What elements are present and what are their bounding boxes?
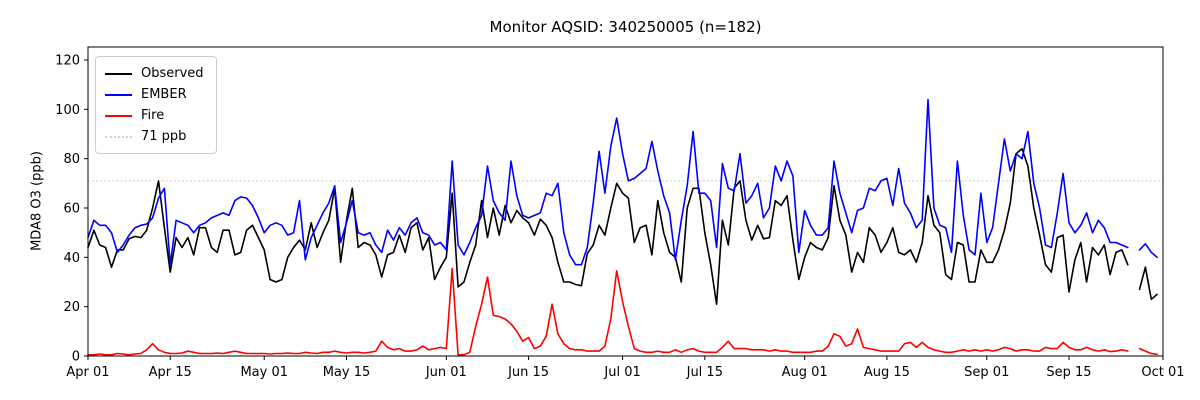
x-tick-label: Aug 01 [782,365,828,380]
y-axis-label: MDA8 O3 (ppb) [29,151,45,251]
ember-line [87,98,1158,266]
x-tick-label: Apr 01 [66,365,109,380]
x-tick-label: Sep 01 [964,365,1009,380]
legend-item-fire: Fire [105,105,204,126]
y-tick-label: 0 [72,350,80,365]
legend-label: Observed [141,66,204,81]
legend-item-ember: EMBER [105,84,204,105]
y-tick-label: 60 [63,202,80,217]
y-tick-label: 20 [63,300,80,315]
y-tick-label: 120 [55,54,80,69]
x-tick-label: Apr 15 [149,365,192,380]
legend-line-sample [105,114,132,117]
x-tick-label: Jul 01 [603,365,640,380]
x-tick-label: Oct 01 [1141,365,1184,380]
legend-label: Fire [141,108,165,123]
y-tick-label: 80 [63,152,80,167]
plot-frame [87,46,1164,357]
x-tick-label: May 15 [323,365,371,380]
y-tick-label: 40 [63,251,80,266]
x-tick-label: Jun 01 [425,365,467,380]
legend-label: EMBER [141,87,187,102]
observed-line [87,148,1158,305]
legend-line-sample [105,93,132,96]
x-tick-label: Sep 15 [1046,365,1091,380]
x-tick-label: Jul 15 [686,365,723,380]
legend: Observed EMBER Fire 71 ppb [95,56,217,154]
x-tick-label: Aug 15 [864,365,910,380]
x-tick-label: May 01 [240,365,288,380]
legend-line-sample [105,135,132,138]
legend-label: 71 ppb [141,129,187,144]
x-tick-label: Jun 15 [507,365,549,380]
legend-line-sample [105,72,132,75]
y-tick-label: 100 [55,103,80,118]
legend-item-observed: Observed [105,63,204,84]
fire-line [87,267,1158,356]
chart-title: Monitor AQSID: 340250005 (n=182) [489,18,762,36]
legend-item-71-ppb: 71 ppb [105,126,204,147]
